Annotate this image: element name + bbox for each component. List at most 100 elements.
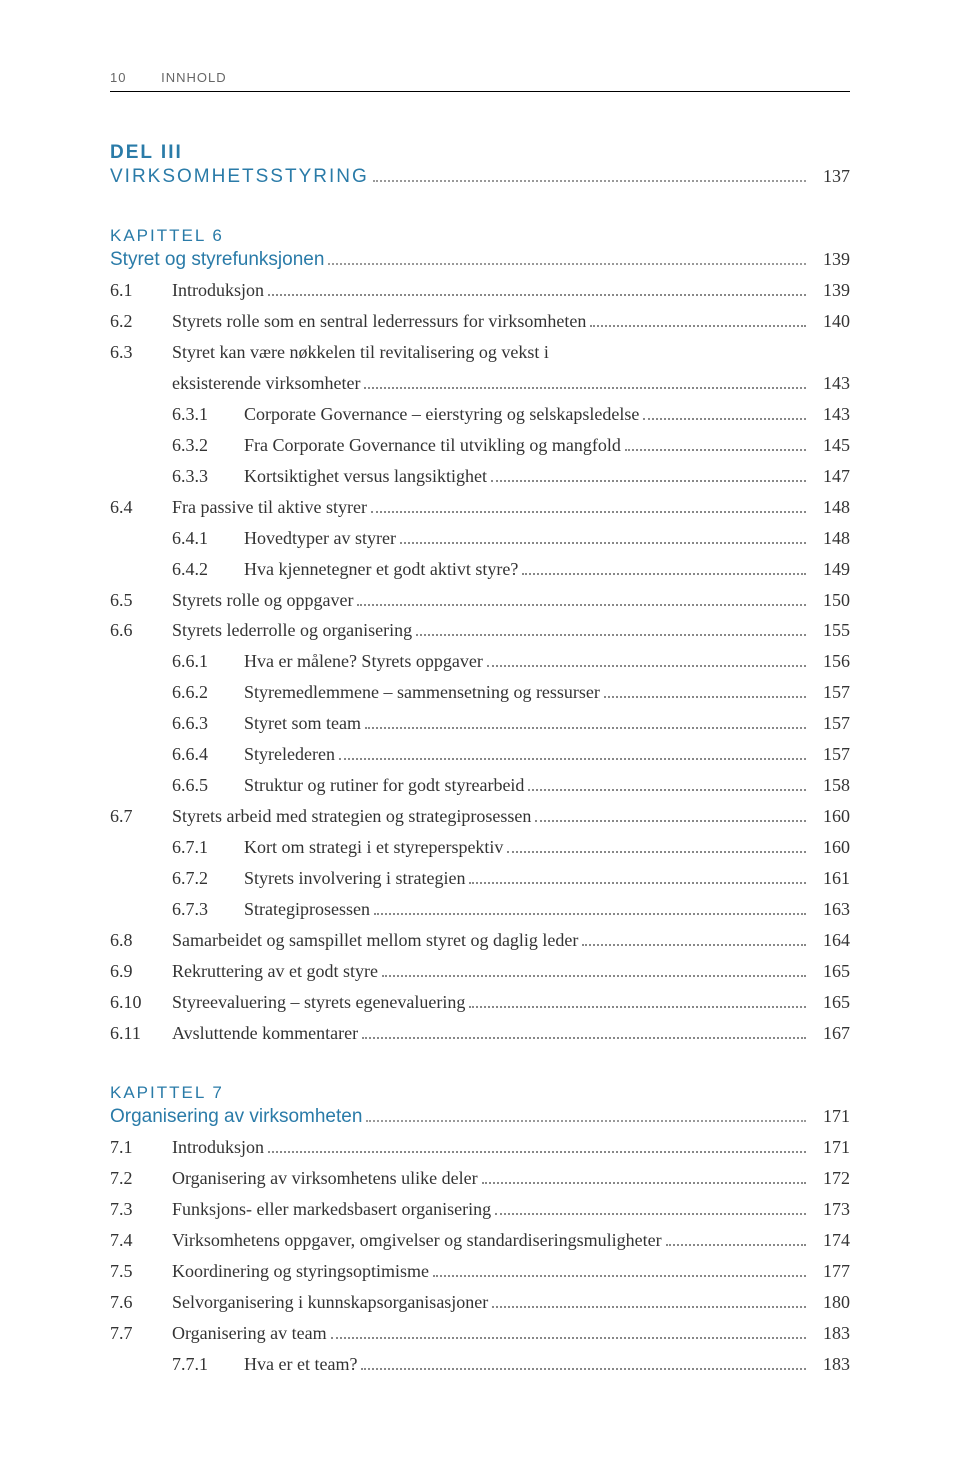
- toc-page: 145: [810, 430, 850, 461]
- toc-row: 6.10Styreevaluering – styrets egenevalue…: [110, 987, 850, 1018]
- toc-page: 157: [810, 739, 850, 770]
- toc-number: 7.6: [110, 1287, 172, 1318]
- page-number: 10: [110, 70, 126, 85]
- toc-page: 147: [810, 461, 850, 492]
- chapter-title: Styret og styrefunksjonen: [110, 249, 324, 271]
- page-header: 10 INNHOLD: [110, 70, 850, 85]
- spacer: [110, 1049, 850, 1083]
- toc-number: 7.7: [110, 1318, 172, 1349]
- chapter-label: KAPITTEL 6: [110, 226, 850, 246]
- toc-page: 143: [810, 399, 850, 430]
- toc-text: Rekruttering av et godt styre: [172, 956, 378, 987]
- toc-text: Hva er målene? Styrets oppgaver: [244, 646, 483, 677]
- toc-row: 6.6.5Struktur og rutiner for godt styrea…: [110, 770, 850, 801]
- chapter-page: 139: [810, 249, 850, 270]
- toc-page: 157: [810, 708, 850, 739]
- leader-dots: [666, 1244, 806, 1246]
- toc-row: 6.7.1Kort om strategi i et styreperspekt…: [110, 832, 850, 863]
- leader-dots: [643, 418, 806, 420]
- leader-dots: [469, 1006, 806, 1008]
- toc-number: 6.3.3: [110, 461, 244, 492]
- part-label: DEL III: [110, 142, 850, 164]
- chapters-container: KAPITTEL 6 Styret og styrefunksjonen 139 6.…: [110, 226, 850, 1379]
- toc-number: 6.9: [110, 956, 172, 987]
- toc-text: Funksjons- eller markedsbasert organiser…: [172, 1194, 491, 1225]
- toc-number: 6.4: [110, 492, 172, 523]
- toc-number: 6.7: [110, 801, 172, 832]
- toc-row: 6.7.3Strategiprosessen163: [110, 894, 850, 925]
- leader-dots: [535, 820, 806, 822]
- toc-row: 7.7.1Hva er et team?183: [110, 1349, 850, 1380]
- toc-number: 7.3: [110, 1194, 172, 1225]
- toc-page: 148: [810, 492, 850, 523]
- part-block: DEL III VIRKSOMHETSSTYRING 137: [110, 142, 850, 188]
- leader-dots: [528, 789, 806, 791]
- toc-number: 6.2: [110, 306, 172, 337]
- leader-dots: [487, 665, 806, 667]
- toc-row: 7.3Funksjons- eller markedsbasert organi…: [110, 1194, 850, 1225]
- spacer: [110, 192, 850, 226]
- chapter-page: 171: [810, 1106, 850, 1127]
- leader-dots: [371, 511, 806, 513]
- toc-row: 6.8Samarbeidet og samspillet mellom styr…: [110, 925, 850, 956]
- toc-text: Hovedtyper av styrer: [244, 523, 396, 554]
- toc-page: 160: [810, 832, 850, 863]
- toc-text: Introduksjon: [172, 1132, 264, 1163]
- leader-dots: [362, 1037, 806, 1039]
- toc-page: 177: [810, 1256, 850, 1287]
- toc-page: 172: [810, 1163, 850, 1194]
- toc-text: Styrets rolle og oppgaver: [172, 585, 353, 616]
- leader-dots: [482, 1182, 806, 1184]
- toc-number: 6.6.1: [110, 646, 244, 677]
- toc-page: 149: [810, 554, 850, 585]
- part-title: VIRKSOMHETSSTYRING: [110, 166, 369, 188]
- toc-row: 6.6.1Hva er målene? Styrets oppgaver 156: [110, 646, 850, 677]
- toc-text: Corporate Governance – eierstyring og se…: [244, 399, 639, 430]
- toc-row: 6.9Rekruttering av et godt styre165: [110, 956, 850, 987]
- chapter-title: Organisering av virksomheten: [110, 1106, 362, 1128]
- leader-dots: [625, 449, 806, 451]
- leader-dots: [366, 1120, 806, 1122]
- leader-dots: [590, 325, 806, 327]
- toc-page: 156: [810, 646, 850, 677]
- leader-dots: [507, 851, 806, 853]
- toc-row: 6.7.2Styrets involvering i strategien161: [110, 863, 850, 894]
- toc-text: Hva kjennetegner et godt aktivt styre?: [244, 554, 518, 585]
- leader-dots: [469, 882, 806, 884]
- toc-text: Styremedlemmene – sammensetning og ressu…: [244, 677, 600, 708]
- toc-row: 6.3Styret kan være nøkkelen til revitali…: [110, 337, 850, 368]
- toc-page: 174: [810, 1225, 850, 1256]
- leader-dots: [522, 573, 806, 575]
- toc-number: 6.4.1: [110, 523, 244, 554]
- toc-number: 6.6.4: [110, 739, 244, 770]
- chapter-label: KAPITTEL 7: [110, 1083, 850, 1103]
- toc-text: Styrets involvering i strategien: [244, 863, 465, 894]
- toc-row: 6.4.1Hovedtyper av styrer148: [110, 523, 850, 554]
- toc-number: 7.1: [110, 1132, 172, 1163]
- toc-page: 180: [810, 1287, 850, 1318]
- toc-row: 6.11Avsluttende kommentarer167: [110, 1018, 850, 1049]
- leader-dots: [357, 604, 806, 606]
- toc-number: 6.6.3: [110, 708, 244, 739]
- toc-row: 7.7Organisering av team183: [110, 1318, 850, 1349]
- toc-page: 183: [810, 1349, 850, 1380]
- leader-dots: [331, 1337, 806, 1339]
- toc-number: 6.1: [110, 275, 172, 306]
- toc-text: Styrelederen: [244, 739, 335, 770]
- header-running-title: INNHOLD: [161, 70, 227, 85]
- toc-text: Introduksjon: [172, 275, 264, 306]
- toc-page: 140: [810, 306, 850, 337]
- toc-number: 6.8: [110, 925, 172, 956]
- toc-row: 6.6.4Styrelederen 157: [110, 739, 850, 770]
- toc-page: 183: [810, 1318, 850, 1349]
- toc-number: 6.6.2: [110, 677, 244, 708]
- toc-text: Koordinering og styringsoptimisme: [172, 1256, 429, 1287]
- leader-dots: [361, 1368, 806, 1370]
- toc-text: Fra passive til aktive styrer: [172, 492, 367, 523]
- toc-text: eksisterende virksomheter: [172, 368, 360, 399]
- toc-row: 7.4Virksomhetens oppgaver, omgivelser og…: [110, 1225, 850, 1256]
- part-title-row: VIRKSOMHETSSTYRING 137: [110, 166, 850, 188]
- leader-dots: [268, 294, 806, 296]
- leader-dots: [373, 180, 806, 182]
- toc-number: 7.4: [110, 1225, 172, 1256]
